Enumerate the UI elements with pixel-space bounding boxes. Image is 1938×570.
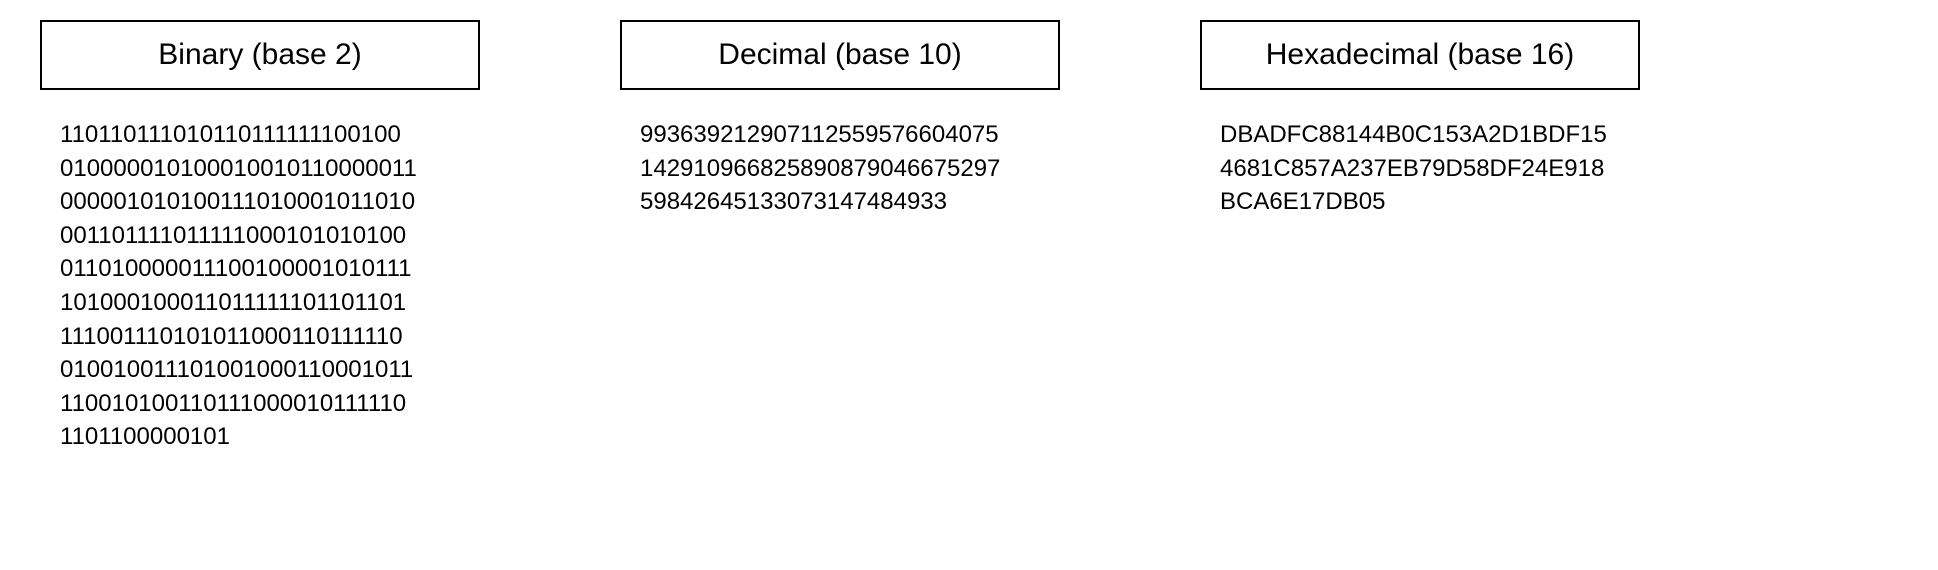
binary-column: Binary (base 2) 110110111010110111111100… bbox=[40, 20, 480, 454]
binary-line: 110110111010110111111100100 bbox=[60, 118, 460, 152]
number-bases-container: Binary (base 2) 110110111010110111111100… bbox=[40, 20, 1898, 454]
decimal-line: 142910966825890879046675297 bbox=[640, 152, 1040, 186]
binary-line: 111001110101011000110111110 bbox=[60, 320, 460, 354]
binary-line: 110010100110111000010111110 bbox=[60, 387, 460, 421]
hexadecimal-line: 4681C857A237EB79D58DF24E918 bbox=[1220, 152, 1620, 186]
decimal-header: Decimal (base 10) bbox=[620, 20, 1060, 90]
binary-header: Binary (base 2) bbox=[40, 20, 480, 90]
binary-line: 000001010100111010001011010 bbox=[60, 185, 460, 219]
hexadecimal-line: BCA6E17DB05 bbox=[1220, 185, 1620, 219]
binary-line: 010000010100010010110000011 bbox=[60, 152, 460, 186]
decimal-line: 59842645133073147484933 bbox=[640, 185, 1040, 219]
decimal-value: 993639212907112559576604075 142910966825… bbox=[620, 118, 1040, 219]
binary-line: 010010011101001000110001011 bbox=[60, 353, 460, 387]
binary-line: 101000100011011111101101101 bbox=[60, 286, 460, 320]
binary-line: 1101100000101 bbox=[60, 420, 460, 454]
hexadecimal-column: Hexadecimal (base 16) DBADFC88144B0C153A… bbox=[1200, 20, 1640, 219]
hexadecimal-line: DBADFC88144B0C153A2D1BDF15 bbox=[1220, 118, 1620, 152]
hexadecimal-header: Hexadecimal (base 16) bbox=[1200, 20, 1640, 90]
decimal-line: 993639212907112559576604075 bbox=[640, 118, 1040, 152]
binary-line: 011010000011100100001010111 bbox=[60, 252, 460, 286]
hexadecimal-value: DBADFC88144B0C153A2D1BDF15 4681C857A237E… bbox=[1200, 118, 1620, 219]
binary-value: 110110111010110111111100100 010000010100… bbox=[40, 118, 460, 454]
binary-line: 001101111011111000101010100 bbox=[60, 219, 460, 253]
decimal-column: Decimal (base 10) 9936392129071125595766… bbox=[620, 20, 1060, 219]
